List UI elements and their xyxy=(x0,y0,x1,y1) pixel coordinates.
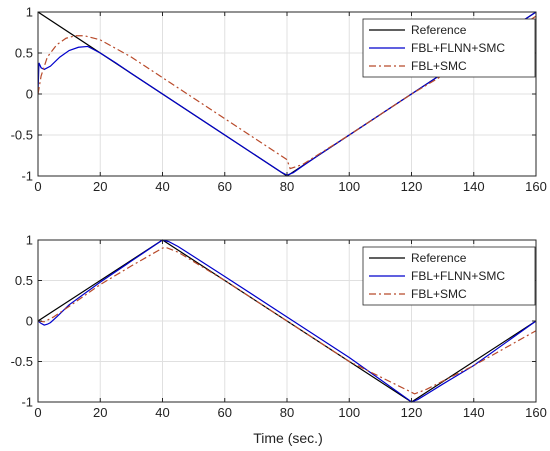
legend-entry-label: Reference xyxy=(411,23,467,37)
x-tick-label: 140 xyxy=(463,179,485,194)
x-tick-label: 0 xyxy=(34,405,41,420)
y-tick-label: -1 xyxy=(21,395,33,410)
legend: Reference FBL+FLNN+SMC FBL+SMC xyxy=(362,18,536,78)
y-tick-label: 1 xyxy=(26,5,33,20)
x-tick-label: 20 xyxy=(93,179,107,194)
x-tick-label: 100 xyxy=(338,405,360,420)
legend: Reference FBL+FLNN+SMC FBL+SMC xyxy=(362,246,536,306)
x-axis-label: Time (sec.) xyxy=(253,430,322,446)
x-tick-label: 60 xyxy=(218,179,232,194)
x-tick-label: 160 xyxy=(525,179,547,194)
legend-entry-label: Reference xyxy=(411,251,467,265)
y-tick-label: -0.5 xyxy=(11,354,33,369)
x-tick-label: 120 xyxy=(401,405,423,420)
legend-entry-label: FBL+SMC xyxy=(411,287,467,301)
x-tick-label: 120 xyxy=(401,179,423,194)
y-tick-label: -0.5 xyxy=(11,128,33,143)
series-line-fbl-flnn-smc xyxy=(38,239,536,403)
x-tick-label: 80 xyxy=(280,405,294,420)
x-tick-label: 60 xyxy=(218,405,232,420)
y-tick-label: -1 xyxy=(21,169,33,184)
legend-entry-label: FBL+FLNN+SMC xyxy=(411,269,505,283)
series-line-fbl-smc xyxy=(38,15,536,170)
x-tick-label: 40 xyxy=(155,179,169,194)
x-tick-label: 20 xyxy=(93,405,107,420)
legend-entry-label: FBL+FLNN+SMC xyxy=(411,41,505,55)
y-tick-label: 0.5 xyxy=(15,273,33,288)
legend-entry-label: FBL+SMC xyxy=(411,59,467,73)
y-tick-label: 1 xyxy=(26,233,33,248)
bottom-subplot: 0 20 40 60 80 100 120 140 160 -1 -0.5 0 0.5 1 Referenc… xyxy=(11,233,547,421)
x-tick-label: 40 xyxy=(155,405,169,420)
x-tick-label: 80 xyxy=(280,179,294,194)
x-tick-label: 100 xyxy=(338,179,360,194)
x-tick-label: 160 xyxy=(525,405,547,420)
x-tick-label: 0 xyxy=(34,179,41,194)
y-tick-label: 0.5 xyxy=(15,46,33,61)
top-subplot: 0 20 40 60 80 100 120 140 160 -1 -0.5 0 0.5 1 Referenc… xyxy=(11,5,547,195)
series-line-fbl-flnn-smc xyxy=(38,11,536,176)
x-tick-label: 140 xyxy=(463,405,485,420)
y-tick-label: 0 xyxy=(26,87,33,102)
y-tick-label: 0 xyxy=(26,314,33,329)
